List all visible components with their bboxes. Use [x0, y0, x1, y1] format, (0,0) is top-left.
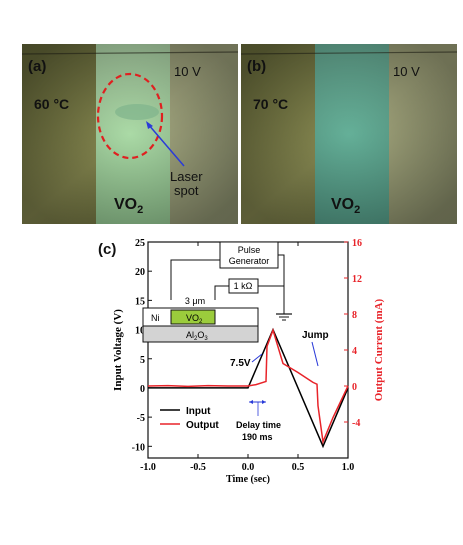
y-tick-label: 0: [140, 384, 145, 395]
iv-chart: (c) -1.0 -0.5 0.0 0.5 1.0 -10 -5 0 5 10 15 20 25 -4 0 4…: [98, 238, 385, 485]
x-tick-label: -0.5: [190, 462, 206, 473]
plot-area: -1.0 -0.5 0.0 0.5 1.0 -10 -5 0 5 10 15 20 25 -4 0 4 8 12 1…: [112, 238, 385, 485]
panel-label-c: (c): [98, 241, 116, 258]
panel-label-b: (b): [247, 58, 267, 75]
y-tick-label: 25: [135, 238, 145, 249]
y-tick-label: 15: [135, 296, 145, 307]
photo-panel-b: (b) 70 °C 10 V VO2: [241, 44, 457, 224]
y-right-tick-label: 0: [352, 382, 357, 393]
jump-label: Jump: [302, 330, 329, 341]
pulse-generator-box: [219, 241, 279, 269]
y-tick-label: 10: [135, 326, 145, 337]
y-right-axis-label: Output Current (mA): [373, 298, 385, 401]
laser-spot-circle: [96, 72, 164, 160]
voltage-label-b: 10 V: [393, 64, 420, 79]
series-line-output: [147, 327, 349, 445]
y-axis-label: Input Voltage (V): [112, 309, 124, 391]
delay-time-label: Delay time: [236, 420, 281, 430]
circuit-inset: Pulse Generator 1 kΩ 3 μm Ni VO2 Al2O3: [142, 241, 292, 343]
pulse-generator-label-1: Pulse: [238, 245, 261, 255]
substrate-label: Al2O3: [186, 330, 208, 342]
jump-arrow: [311, 341, 319, 367]
temperature-label-b: 70 °C: [253, 96, 289, 112]
x-tick-label: 0.0: [242, 462, 255, 473]
x-tick-label: 1.0: [342, 462, 355, 473]
y-right-tick-label: 16: [352, 238, 362, 249]
voltage-label-a: 10 V: [174, 64, 201, 79]
y-right-tick-label: 4: [352, 346, 357, 357]
micrograph-b: [241, 44, 457, 224]
temperature-label-a: 60 °C: [34, 96, 70, 112]
y-right-tick-label: -4: [352, 418, 360, 429]
laser-spot-label: Laser spot: [170, 169, 203, 198]
threshold-arrow: [251, 353, 263, 363]
panel-label-a: (a): [28, 58, 47, 75]
vo2-label-b: VO2: [331, 196, 361, 217]
laser-spot-arrow: [147, 123, 185, 167]
x-tick-label: 0.5: [292, 462, 305, 473]
x-axis-label: Time (sec): [226, 474, 270, 485]
y-tick-label: -10: [132, 442, 145, 453]
electrode-label: Ni: [151, 313, 160, 323]
y-tick-label: -5: [137, 413, 145, 424]
arrow-head-icon: [146, 121, 153, 129]
substrate-layer: [142, 325, 259, 343]
y-right-tick-label: 8: [352, 310, 357, 321]
vignette-b: [241, 44, 457, 224]
x-tick-label: -1.0: [140, 462, 156, 473]
vo2-label-a: VO2: [114, 196, 144, 217]
y-tick-label: 5: [140, 355, 145, 366]
gap-label: 3 μm: [185, 296, 205, 306]
y-right-tick-label: 12: [352, 274, 362, 285]
vo2-channel-layer: [170, 309, 216, 325]
legend-label-input: Input: [186, 406, 211, 417]
pulse-generator-label-2: Generator: [229, 256, 270, 266]
laser-heated-region: [115, 104, 159, 120]
legend-label-output: Output: [186, 420, 219, 431]
threshold-label: 7.5V: [230, 358, 251, 369]
photo-panel-a: (a) 60 °C 10 V Laser spot VO2: [22, 44, 238, 224]
y-tick-label: 20: [135, 267, 145, 278]
resistor-label: 1 kΩ: [234, 281, 253, 291]
channel-label: VO2: [186, 313, 203, 325]
micrograph-a: [22, 44, 238, 224]
delay-time-value: 190 ms: [242, 432, 273, 442]
